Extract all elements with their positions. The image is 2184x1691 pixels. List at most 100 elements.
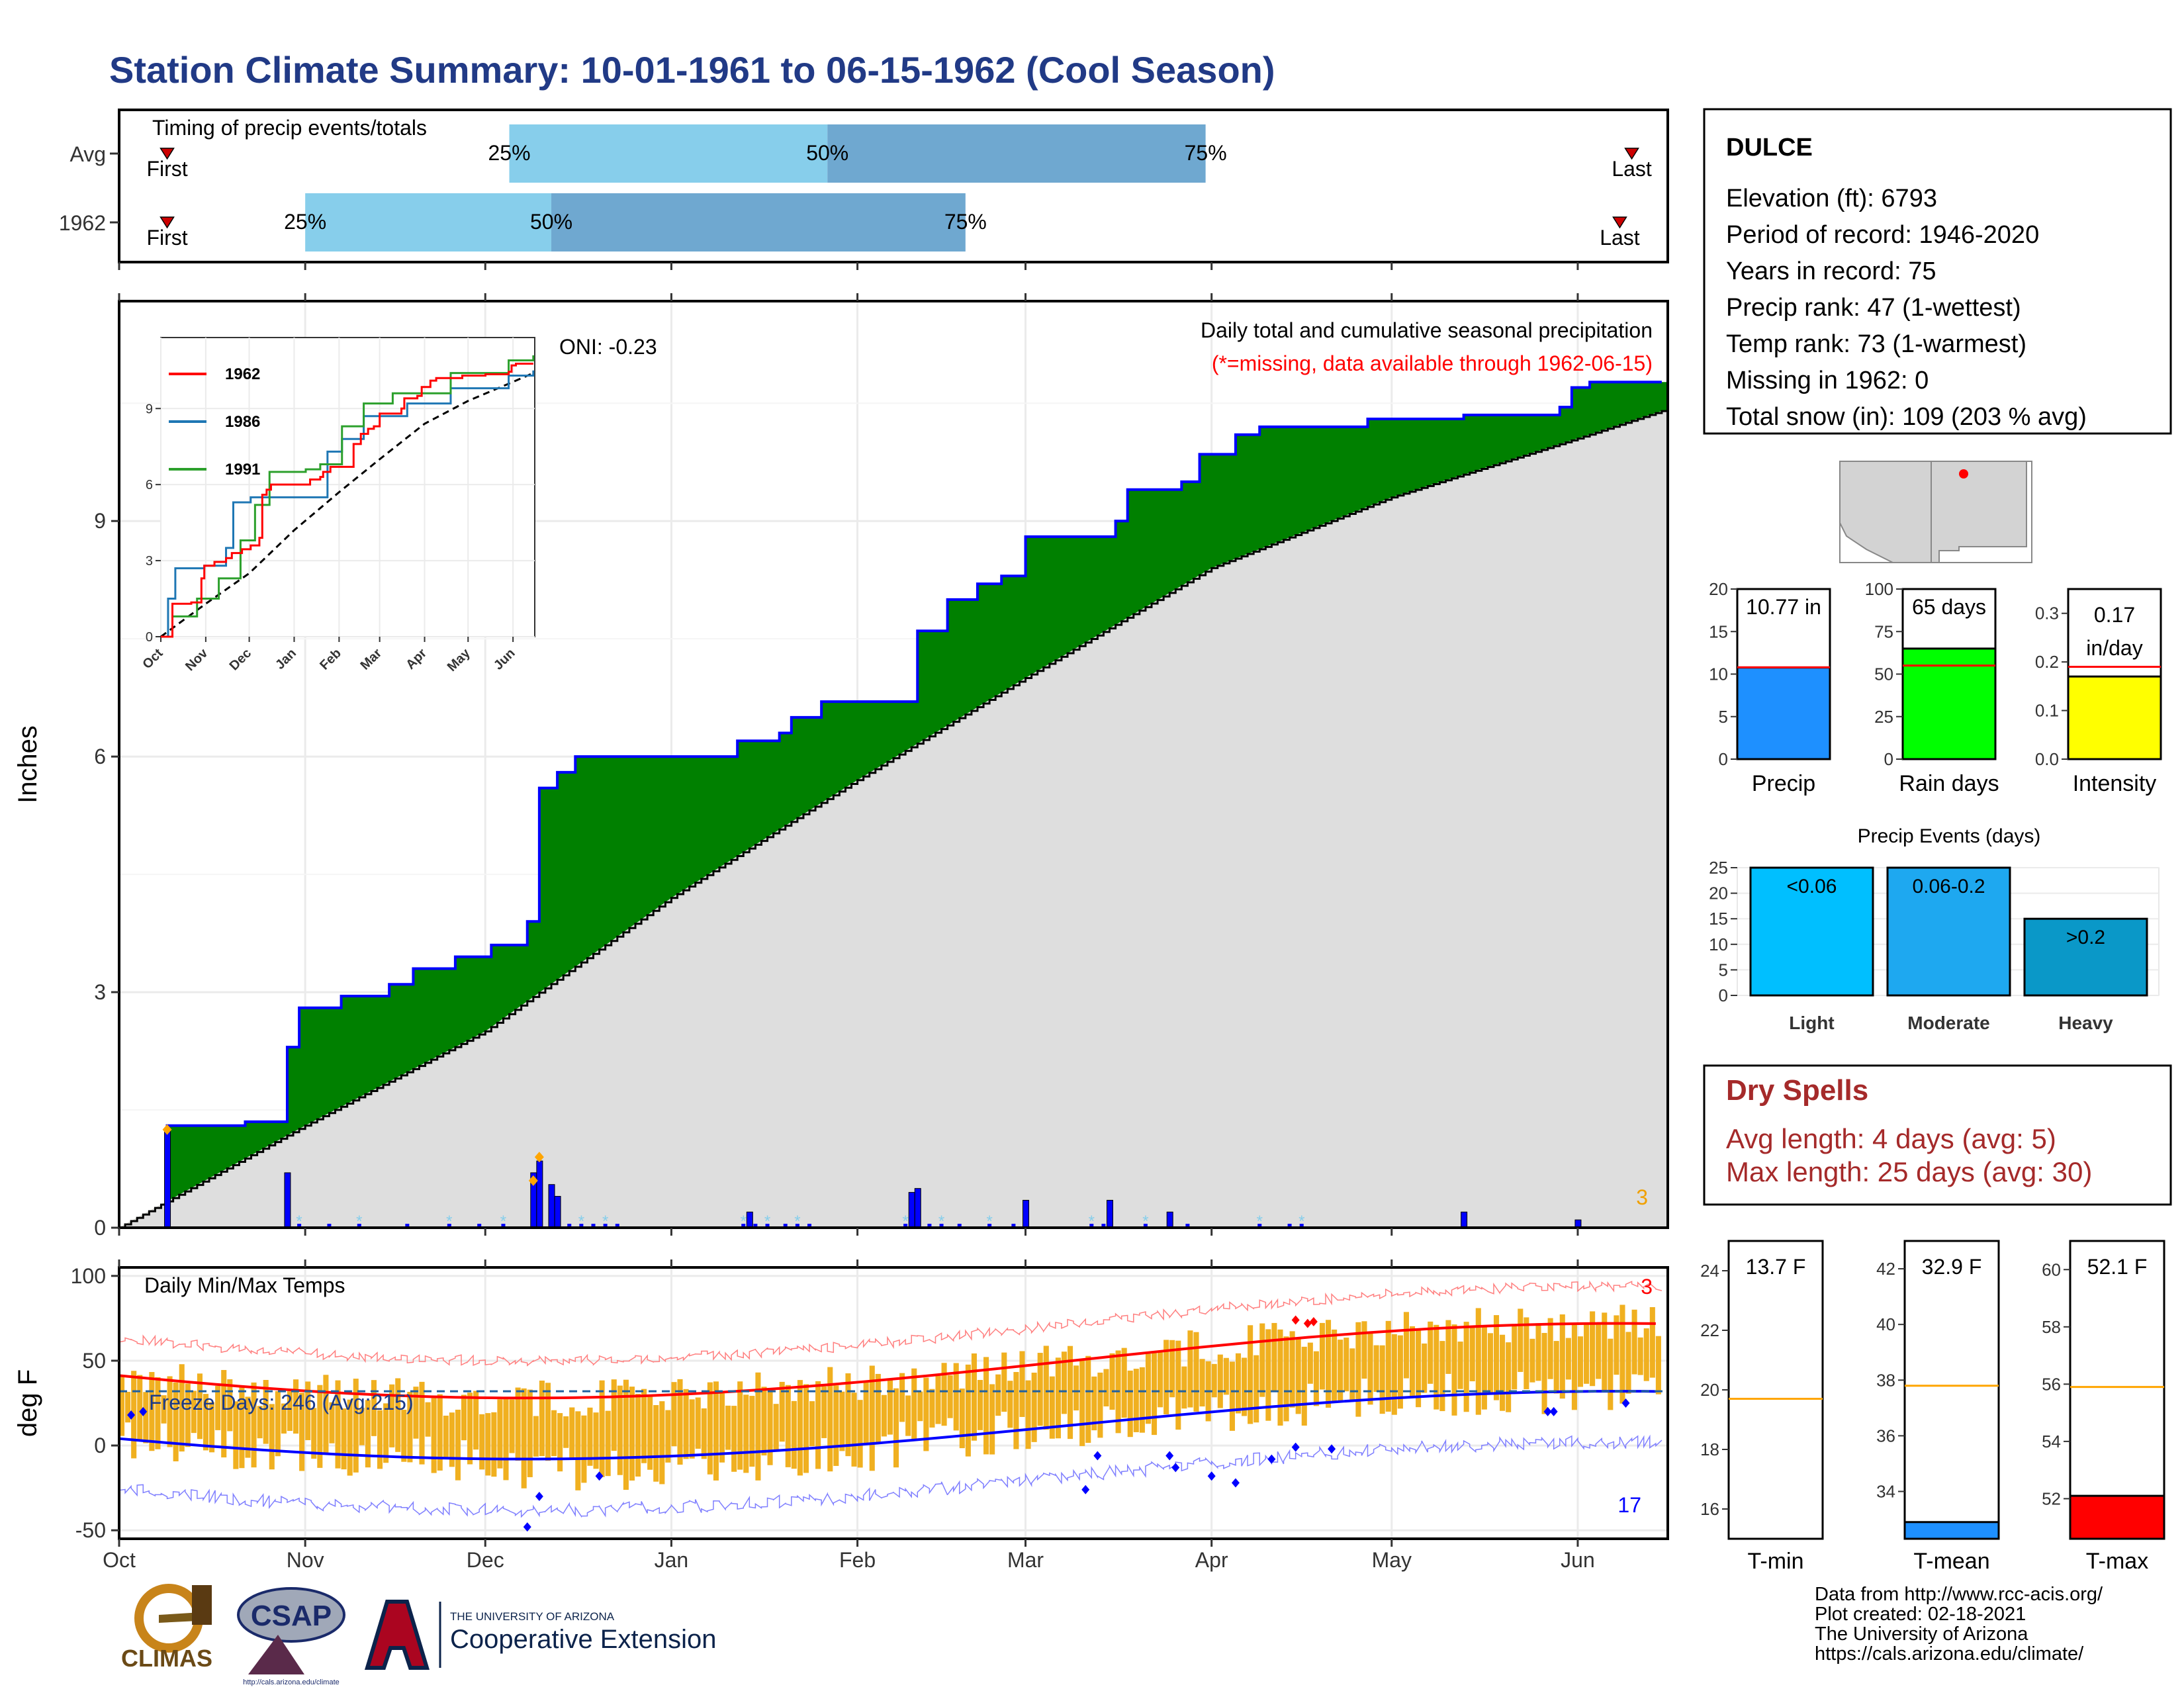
record-high-count: 3 bbox=[1641, 1275, 1653, 1299]
daily-temp-range-bar bbox=[485, 1413, 491, 1476]
daily-temp-range-bar bbox=[215, 1386, 221, 1430]
daily-temp-range-bar bbox=[563, 1416, 569, 1448]
daily-temp-range-bar bbox=[1469, 1327, 1475, 1382]
daily-temp-range-bar bbox=[149, 1372, 155, 1451]
daily-temp-range-bar bbox=[1481, 1326, 1487, 1410]
precip-events-title: Precip Events (days) bbox=[1858, 825, 2041, 847]
daily-temp-range-bar bbox=[1283, 1336, 1289, 1422]
daily-temp-range-bar bbox=[785, 1385, 791, 1467]
temp-mean-category: T-min bbox=[1748, 1549, 1804, 1574]
daily-temp-range-bar bbox=[923, 1377, 929, 1451]
daily-temp-range-bar bbox=[1127, 1370, 1133, 1438]
precip-event-bar-label: <0.06 bbox=[1787, 876, 1837, 897]
record-high-marker bbox=[1309, 1317, 1318, 1326]
daily-temp-range-bar bbox=[125, 1391, 131, 1423]
daily-temp-range-bar bbox=[137, 1375, 143, 1441]
daily-temp-range-bar bbox=[227, 1379, 233, 1432]
daily-temp-range-bar bbox=[1457, 1342, 1463, 1389]
daily-temp-range-bar bbox=[437, 1394, 443, 1471]
daily-temp-range-bar bbox=[737, 1381, 743, 1470]
daily-temp-range-bar bbox=[803, 1384, 809, 1473]
small-precip-bar bbox=[327, 1224, 332, 1228]
daily-temp-range-bar bbox=[1541, 1332, 1547, 1414]
small-precip-bar bbox=[1299, 1224, 1304, 1228]
station-line-elevation: Elevation (ft): 6793 bbox=[1726, 185, 1937, 212]
csap-logo-url: http://cals.arizona.edu/climate bbox=[243, 1678, 340, 1686]
daily-temp-range-bar bbox=[263, 1380, 269, 1444]
precip-event-bar-label: >0.2 bbox=[2066, 927, 2105, 948]
daily-temp-range-bar bbox=[857, 1400, 863, 1468]
daily-temp-range-bar bbox=[1559, 1314, 1565, 1399]
daily-temp-range-bar bbox=[641, 1389, 647, 1463]
precip-total-value: 10.77 in bbox=[1746, 595, 1821, 619]
precip-event-bar-label: 0.06-0.2 bbox=[1912, 876, 1985, 897]
daily-temp-range-bar bbox=[1277, 1329, 1283, 1426]
precip-total-tick-label: 0.1 bbox=[2035, 701, 2059, 721]
precip-event-bar bbox=[1886, 866, 2011, 997]
avg-min-temp-line bbox=[118, 1390, 1656, 1461]
small-precip-bar bbox=[591, 1224, 596, 1228]
temp-mean-tick-label: 16 bbox=[1700, 1499, 1719, 1519]
small-precip-bar bbox=[1287, 1224, 1292, 1228]
dry-spells-frame bbox=[1703, 1064, 2172, 1206]
daily-temp-range-bar bbox=[1433, 1324, 1439, 1410]
daily-temp-range-bar bbox=[839, 1391, 845, 1451]
temp-mean-frame bbox=[1903, 1240, 2000, 1540]
record-low-marker bbox=[1171, 1463, 1180, 1473]
ua-logo: THE UNIVERSITY OF ARIZONA Cooperative Ex… bbox=[364, 1600, 716, 1670]
snow-marker: * bbox=[764, 1212, 770, 1230]
daily-temp-range-bar bbox=[419, 1381, 425, 1465]
station-line-precip-rank: Precip rank: 47 (1-wettest) bbox=[1726, 294, 2021, 322]
snow-marker: * bbox=[938, 1212, 944, 1230]
daily-temp-range-bar bbox=[1037, 1353, 1043, 1426]
precip-total-tick-label: 0.0 bbox=[2035, 749, 2059, 769]
temp-month-label: Feb bbox=[839, 1548, 876, 1572]
inset-y-tick-label: 6 bbox=[146, 478, 153, 492]
daily-temp-range-bar bbox=[611, 1379, 617, 1451]
daily-precip-bar bbox=[164, 1129, 171, 1228]
daily-temp-range-bar bbox=[173, 1382, 179, 1462]
small-precip-bar bbox=[957, 1224, 962, 1228]
small-precip-bar bbox=[765, 1224, 770, 1228]
temp-month-label: Jun bbox=[1561, 1548, 1595, 1572]
small-precip-bar bbox=[741, 1224, 746, 1228]
daily-temp-range-bar bbox=[1596, 1324, 1602, 1379]
record-low-marker bbox=[1549, 1406, 1558, 1416]
inset-average-line bbox=[160, 372, 534, 638]
daily-temp-range-bar bbox=[335, 1380, 341, 1469]
temp-title: Daily Min/Max Temps bbox=[144, 1273, 345, 1297]
daily-temp-range-bar bbox=[1271, 1322, 1277, 1391]
above-average-fill bbox=[119, 382, 1668, 1228]
temp-mean-value: 52.1 F bbox=[2087, 1255, 2148, 1279]
temp-mean-frame bbox=[1727, 1240, 1824, 1540]
record-low-marker bbox=[1093, 1451, 1102, 1461]
precip-total-bar bbox=[2067, 675, 2162, 760]
daily-temp-range-bar bbox=[947, 1375, 953, 1418]
daily-temp-range-bar bbox=[911, 1368, 917, 1441]
first-event-label: First bbox=[146, 157, 187, 181]
daily-temp-range-bar bbox=[989, 1384, 995, 1455]
daily-temp-range-bar bbox=[359, 1408, 365, 1445]
daily-temp-range-bar bbox=[1553, 1341, 1559, 1394]
daily-temp-range-bar bbox=[1211, 1363, 1217, 1398]
daily-temp-range-bar bbox=[1391, 1334, 1397, 1415]
temp-month-label: Apr bbox=[1195, 1548, 1228, 1572]
daily-temp-range-bar bbox=[1602, 1312, 1608, 1392]
daily-temp-range-bar bbox=[749, 1396, 755, 1467]
station-line-snow: Total snow (in): 109 (203 % avg) bbox=[1726, 403, 2087, 431]
small-precip-bar bbox=[1143, 1224, 1148, 1228]
daily-temp-range-bar bbox=[1199, 1359, 1205, 1407]
daily-temp-range-bar bbox=[797, 1380, 803, 1476]
daily-temp-range-bar bbox=[407, 1391, 413, 1463]
daily-temp-range-bar bbox=[161, 1395, 167, 1424]
daily-temp-range-bar bbox=[1349, 1348, 1355, 1402]
daily-precip-bar bbox=[554, 1196, 561, 1228]
daily-temp-range-bar bbox=[1109, 1353, 1115, 1410]
snow-marker: * bbox=[741, 1212, 747, 1230]
temp-mean-tick-label: 58 bbox=[2042, 1317, 2061, 1337]
daily-temp-range-bar bbox=[401, 1410, 407, 1462]
daily-temp-range-bar bbox=[1631, 1309, 1637, 1375]
precip-y-tick-label: 3 bbox=[94, 980, 106, 1004]
small-precip-bar bbox=[795, 1224, 799, 1228]
